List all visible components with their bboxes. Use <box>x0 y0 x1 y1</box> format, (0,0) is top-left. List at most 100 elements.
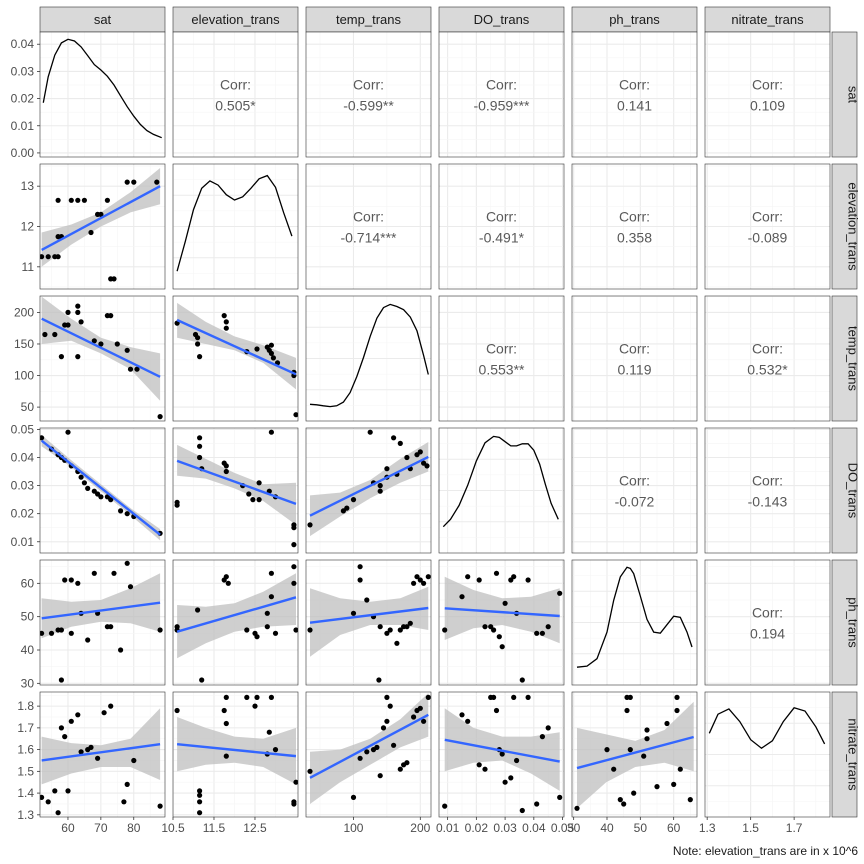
strip-right-sat: sat <box>831 31 861 158</box>
strip-right-box <box>831 691 858 818</box>
data-point <box>124 560 130 566</box>
panel-r3-c5: Corr: -0.143 <box>704 427 831 554</box>
data-point <box>52 788 58 794</box>
panel-border <box>704 427 831 554</box>
data-point <box>459 712 465 718</box>
x-tick-label: 10.5 <box>161 821 185 835</box>
data-point <box>68 630 74 636</box>
fit-line <box>444 607 560 618</box>
y-tick-label: 50 <box>21 610 35 624</box>
panel-r4-c3 <box>438 559 565 686</box>
data-point <box>404 454 410 461</box>
strip-top-box <box>704 6 831 33</box>
data-point <box>221 707 227 714</box>
data-point <box>687 797 693 803</box>
data-point <box>58 354 64 360</box>
y-tick-label: 60 <box>21 576 35 590</box>
panel-border <box>172 295 299 422</box>
data-point <box>127 366 134 372</box>
data-point <box>677 766 683 772</box>
x-tick-label: 0.02 <box>465 821 489 835</box>
y-tick-label: 0.03 <box>11 479 35 493</box>
x-tick-label: 0.03 <box>493 821 517 835</box>
corr-value: 0.119 <box>618 362 652 378</box>
data-point <box>197 799 203 805</box>
corr-label: Corr: <box>486 77 517 93</box>
panel-r2-c3: Corr: 0.553** <box>438 295 565 422</box>
panel-background <box>705 32 830 157</box>
panel-r4-c0 <box>39 559 166 686</box>
data-point <box>291 542 297 548</box>
corr-value: -0.714*** <box>340 230 397 246</box>
data-point <box>225 580 231 586</box>
y-tick-label: 0.05 <box>11 422 35 436</box>
data-point <box>157 414 163 420</box>
data-point <box>268 694 274 701</box>
data-point <box>62 734 68 740</box>
x-tick-label: 70 <box>94 821 108 835</box>
scatter-layer <box>442 694 563 814</box>
y-tick-label: 0.01 <box>11 535 35 549</box>
data-point <box>465 718 471 724</box>
data-point <box>58 677 64 683</box>
data-point <box>376 677 382 683</box>
data-point <box>256 480 262 486</box>
corr-label: Corr: <box>220 77 251 93</box>
data-point <box>252 703 258 709</box>
grid <box>439 428 564 553</box>
data-point <box>45 254 51 260</box>
data-point <box>124 511 130 517</box>
panel-r2-c1 <box>172 295 299 422</box>
panel-border <box>305 427 432 554</box>
data-point <box>604 747 610 753</box>
data-point <box>539 734 546 740</box>
corr-label: Corr: <box>486 209 517 225</box>
panel-background <box>306 32 431 157</box>
corr-label: Corr: <box>752 209 783 225</box>
data-point <box>195 607 201 613</box>
strip-top-box <box>438 6 565 33</box>
data-point <box>264 624 270 630</box>
panel-border <box>39 691 166 818</box>
data-point <box>611 766 617 772</box>
data-point <box>519 807 525 814</box>
y-tick-label: 12 <box>21 220 35 234</box>
fit-line <box>41 317 161 378</box>
corr-value: 0.109 <box>750 98 785 114</box>
data-point <box>197 810 203 816</box>
y-tick-label: 0.00 <box>11 146 35 160</box>
data-point <box>244 627 250 633</box>
density-curve-temp_trans <box>309 303 429 408</box>
data-point <box>246 491 252 497</box>
data-point <box>58 725 64 731</box>
x-tick-label: 40 <box>600 821 614 835</box>
corr-value: 0.194 <box>750 626 785 642</box>
x-tick-label: 0.04 <box>522 821 546 835</box>
confidence-ribbon <box>177 444 296 525</box>
data-point <box>268 570 274 576</box>
data-point <box>223 468 229 475</box>
corr-label: Corr: <box>752 473 783 489</box>
data-point <box>118 508 124 514</box>
scatter-layer <box>174 302 298 418</box>
corr-label: Corr: <box>752 605 783 621</box>
data-point <box>397 766 403 772</box>
fit-line <box>176 459 297 505</box>
strip-top-nitrate_trans: nitrate_trans <box>704 6 831 33</box>
panel-border <box>438 163 565 290</box>
data-point <box>40 630 45 636</box>
strip-right-label: sat <box>846 86 861 104</box>
grid <box>572 164 697 289</box>
data-point <box>664 720 670 727</box>
corr-label: Corr: <box>619 473 650 489</box>
data-point <box>514 757 520 764</box>
data-point <box>88 229 94 236</box>
panel-r4-c5: Corr: 0.194 <box>704 559 831 686</box>
data-point <box>350 610 357 616</box>
data-point <box>291 580 297 586</box>
strip-right-box <box>831 163 858 290</box>
x-tick-label: 1.7 <box>786 821 803 835</box>
confidence-ribbon <box>41 573 161 639</box>
panel-r0-c2: Corr: -0.599** <box>305 31 432 158</box>
corr-value: 0.141 <box>617 98 652 114</box>
